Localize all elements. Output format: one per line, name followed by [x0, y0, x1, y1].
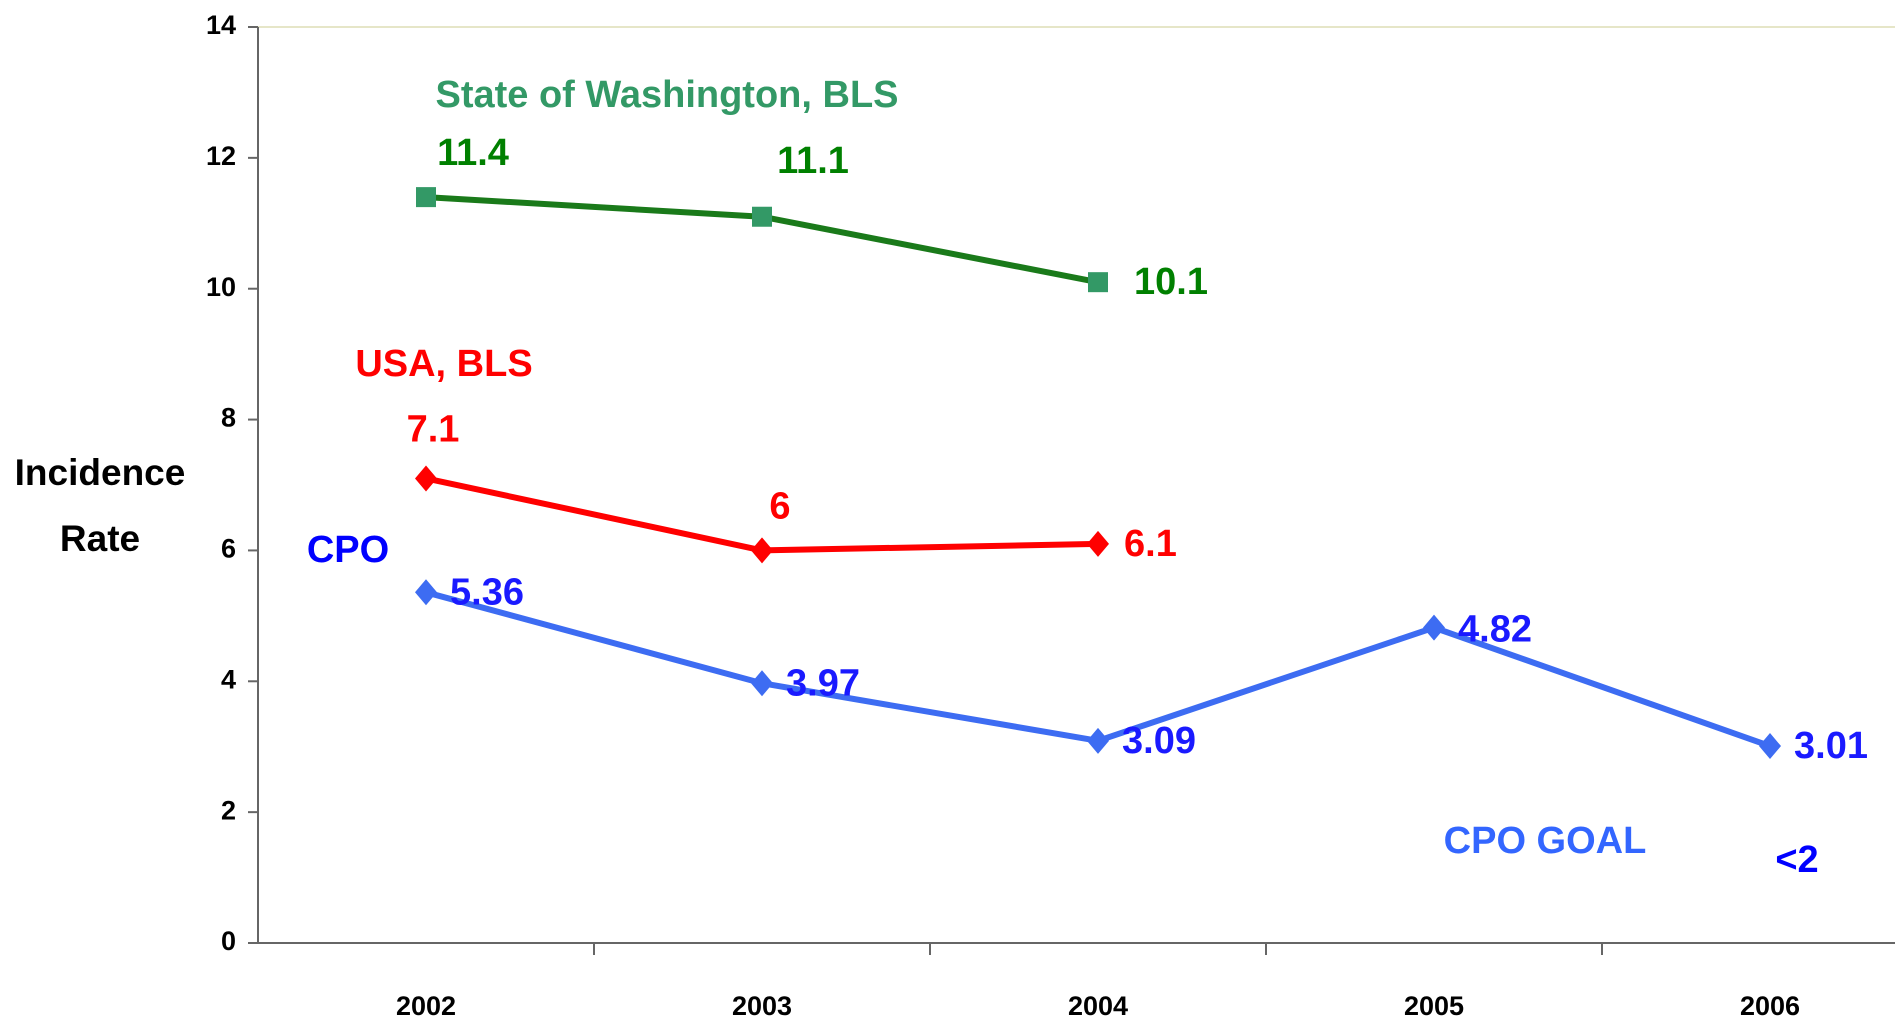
x-tick-label: 2003 — [732, 991, 792, 1021]
marker — [751, 670, 773, 697]
marker — [1423, 614, 1445, 641]
marker — [1088, 272, 1108, 293]
marker — [752, 206, 772, 227]
series-name: USA, BLS — [355, 343, 532, 385]
data-label: 3.09 — [1122, 720, 1196, 762]
data-label: 11.4 — [437, 132, 509, 174]
y-tick-label: 12 — [206, 141, 236, 171]
x-tick-label: 2004 — [1068, 991, 1128, 1021]
marker — [415, 579, 437, 606]
x-tick-label: 2005 — [1404, 991, 1464, 1021]
y-tick-label: 2 — [221, 795, 236, 825]
y-tick-label: 4 — [221, 664, 236, 694]
marker — [1087, 727, 1109, 754]
data-label: 3.01 — [1794, 725, 1868, 767]
x-tick-label: 2006 — [1740, 991, 1800, 1021]
data-label: 4.82 — [1458, 609, 1532, 651]
data-label: 3.97 — [786, 662, 860, 704]
series-name: CPO — [307, 529, 389, 571]
series-name: State of Washington, BLS — [435, 74, 898, 116]
marker — [1087, 530, 1109, 557]
y-tick-label: 0 — [221, 926, 236, 956]
data-label: 11.1 — [777, 140, 849, 182]
data-label: 6.1 — [1124, 523, 1177, 565]
y-tick-label: 8 — [221, 403, 236, 433]
y-tick-label: 14 — [206, 10, 236, 40]
y-tick-label: 6 — [221, 534, 236, 564]
data-label: 10.1 — [1134, 261, 1208, 303]
annotation: CPO GOAL — [1444, 820, 1647, 862]
data-label: 7.1 — [407, 408, 460, 450]
data-label: 6 — [769, 485, 790, 527]
marker — [751, 537, 773, 564]
data-label: 5.36 — [450, 571, 524, 613]
y-tick-label: 10 — [206, 272, 236, 302]
series-line — [425, 589, 1771, 749]
x-tick-label: 2002 — [396, 991, 456, 1021]
y-axis-label: Incidence Rate — [14, 452, 186, 559]
marker — [1759, 733, 1781, 760]
annotation: <2 — [1775, 839, 1818, 881]
marker — [416, 187, 436, 208]
marker — [415, 465, 437, 492]
